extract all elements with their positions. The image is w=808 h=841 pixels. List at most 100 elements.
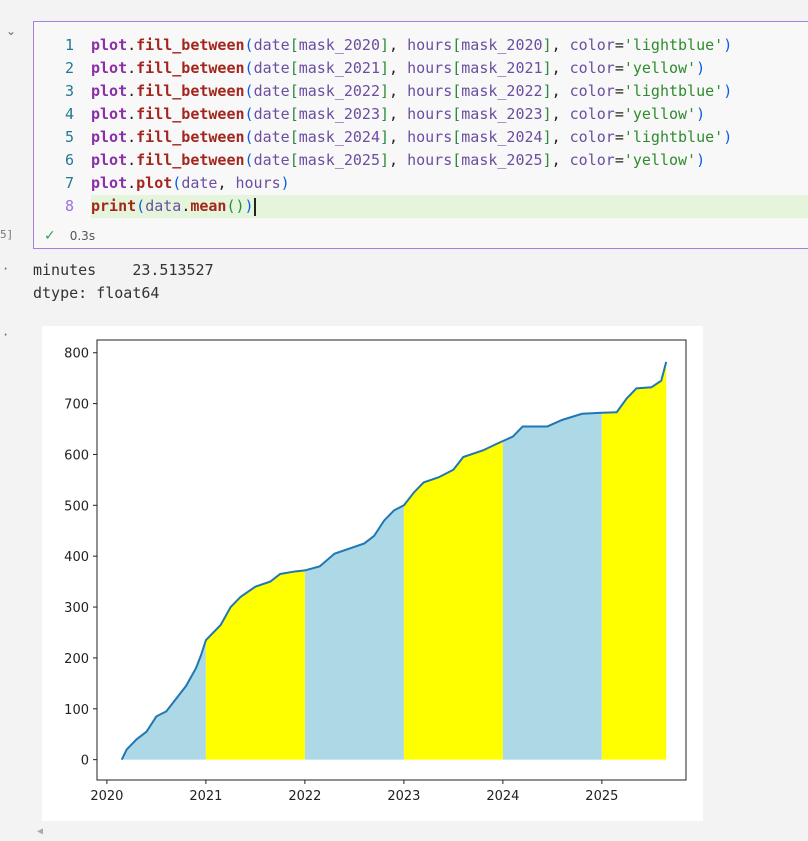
- code-token: hours: [235, 174, 281, 192]
- code-token: (: [244, 82, 254, 100]
- code-token: color: [569, 105, 615, 123]
- code-token: plot: [91, 174, 128, 192]
- code-token: =: [614, 105, 624, 123]
- code-text: plot.fill_between(date[mask_2023], hours…: [91, 103, 808, 126]
- code-line[interactable]: 1 plot.fill_between(date[mask_2020], hour…: [34, 34, 808, 57]
- code-token: .: [127, 59, 137, 77]
- code-token: ): [696, 59, 706, 77]
- code-token: (: [244, 59, 254, 77]
- code-token: color: [569, 128, 615, 146]
- line-number: 6: [64, 151, 74, 169]
- x-tick-label: 2020: [90, 789, 123, 804]
- code-token: mean: [190, 197, 227, 215]
- code-token: mask_2020: [461, 36, 543, 54]
- code-token: date: [253, 59, 290, 77]
- code-token: plot: [91, 151, 128, 169]
- code-token: ,: [551, 105, 570, 123]
- code-token: date: [253, 105, 290, 123]
- code-line[interactable]: 4 plot.fill_between(date[mask_2023], hour…: [34, 103, 808, 126]
- code-token: ]: [380, 151, 390, 169]
- code-line[interactable]: 5 plot.fill_between(date[mask_2024], hour…: [34, 126, 808, 149]
- code-token: (: [244, 128, 254, 146]
- code-token: [: [452, 128, 462, 146]
- fill-area-2020: [121, 640, 206, 760]
- code-token: fill_between: [136, 128, 245, 146]
- code-token: ): [696, 151, 706, 169]
- code-token: hours: [407, 128, 453, 146]
- code-token: =: [614, 36, 624, 54]
- code-token: mask_2022: [298, 82, 380, 100]
- code-token: =: [614, 82, 624, 100]
- code-token: mask_2021: [461, 59, 543, 77]
- y-tick-label: 500: [64, 499, 89, 514]
- code-token: mask_2025: [461, 151, 543, 169]
- code-token: ]: [380, 128, 390, 146]
- cell-status: ✓ 0.3s: [44, 228, 95, 244]
- scroll-left-icon[interactable]: ◀: [37, 826, 44, 837]
- code-token: ,: [551, 128, 570, 146]
- code-token: plot: [136, 174, 173, 192]
- code-token: plot: [91, 82, 128, 100]
- code-token: ,: [389, 82, 408, 100]
- code-token: ]: [380, 59, 390, 77]
- code-token: 'yellow': [623, 105, 697, 123]
- code-line[interactable]: 7 plot.plot(date, hours): [34, 172, 808, 195]
- code-token: fill_between: [136, 59, 245, 77]
- code-line[interactable]: 6 plot.fill_between(date[mask_2025], hour…: [34, 149, 808, 172]
- code-token: date: [253, 36, 290, 54]
- code-token: ]: [542, 105, 552, 123]
- code-token: mask_2025: [298, 151, 380, 169]
- code-token: .: [127, 82, 137, 100]
- code-token: hours: [407, 82, 453, 100]
- code-token: ,: [389, 128, 408, 146]
- code-token: [: [289, 151, 299, 169]
- code-token: .: [127, 105, 137, 123]
- output-menu-icon[interactable]: ·: [2, 262, 10, 276]
- line-number: 3: [64, 82, 74, 100]
- code-token: hours: [407, 105, 453, 123]
- code-editor[interactable]: 1 plot.fill_between(date[mask_2020], hour…: [34, 34, 808, 218]
- code-token: [: [452, 36, 462, 54]
- code-token: mask_2022: [461, 82, 543, 100]
- code-token: 'lightblue': [623, 128, 724, 146]
- y-tick-label: 200: [64, 652, 89, 667]
- code-token: data: [145, 197, 182, 215]
- fill-area-2021: [205, 570, 305, 760]
- text-output: minutes 23.513527 dtype: float64: [33, 259, 214, 305]
- code-cell[interactable]: 1 plot.fill_between(date[mask_2020], hour…: [33, 21, 808, 249]
- code-token: plot: [91, 105, 128, 123]
- line-number: 8: [64, 197, 74, 215]
- code-text: plot.plot(date, hours): [91, 172, 808, 195]
- output-line: minutes 23.513527: [33, 261, 214, 279]
- y-tick-label: 700: [64, 398, 89, 413]
- code-token: 'yellow': [623, 151, 697, 169]
- output-menu-icon[interactable]: ·: [2, 328, 10, 342]
- code-token: =: [614, 128, 624, 146]
- code-token: ,: [551, 151, 570, 169]
- code-token: ): [723, 36, 733, 54]
- code-token: (: [136, 197, 146, 215]
- code-text: plot.fill_between(date[mask_2024], hours…: [91, 126, 808, 149]
- line-number: 5: [64, 128, 74, 146]
- code-token: (: [244, 151, 254, 169]
- code-token: date: [253, 82, 290, 100]
- code-token: date: [253, 151, 290, 169]
- code-token: plot: [91, 36, 128, 54]
- code-token: [: [289, 36, 299, 54]
- code-token: [: [289, 59, 299, 77]
- code-line[interactable]: 2 plot.fill_between(date[mask_2021], hour…: [34, 57, 808, 80]
- code-token: [: [289, 128, 299, 146]
- code-token: hours: [407, 36, 453, 54]
- execution-count: 5]: [0, 228, 14, 241]
- text-cursor: [253, 197, 256, 216]
- code-token: .: [127, 174, 137, 192]
- code-token: ]: [542, 128, 552, 146]
- code-token: [: [452, 105, 462, 123]
- code-line[interactable]: 3 plot.fill_between(date[mask_2022], hour…: [34, 80, 808, 103]
- code-token: color: [569, 151, 615, 169]
- output-line: dtype: float64: [33, 284, 160, 302]
- fill-area-2022: [304, 505, 404, 760]
- code-line[interactable]: 8 print(data.mean()): [34, 195, 808, 218]
- code-token: =: [614, 151, 624, 169]
- collapse-chevron-icon[interactable]: ⌄: [6, 24, 17, 38]
